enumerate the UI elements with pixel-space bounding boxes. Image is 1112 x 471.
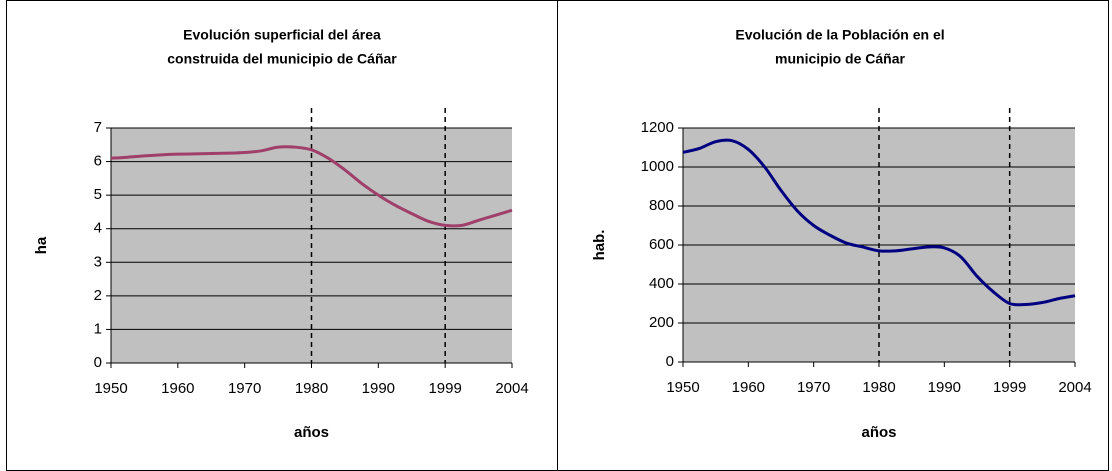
- chart-title: municipio de Cáñar: [775, 51, 905, 67]
- series-line: [682, 138, 1076, 307]
- y-tick-label: 3: [94, 253, 102, 270]
- y-axis-label: hab.: [591, 230, 608, 261]
- x-tick-label: 1970: [797, 379, 830, 396]
- y-tick-label: 800: [649, 197, 674, 214]
- x-axis-label: años: [861, 424, 896, 441]
- x-tick-label: 1990: [928, 379, 961, 396]
- chart-title: Evolución superficial del área: [183, 27, 381, 43]
- x-axis-label: años: [294, 424, 329, 441]
- y-tick-label: 0: [666, 353, 674, 370]
- y-tick-label: 400: [649, 275, 674, 292]
- y-tick-label: 7: [94, 119, 102, 136]
- x-tick-label: 1999: [993, 379, 1026, 396]
- chart-title: construida del municipio de Cáñar: [167, 51, 397, 67]
- x-tick-label: 2004: [495, 380, 528, 397]
- y-tick-label: 6: [94, 153, 102, 170]
- chart-title: Evolución de la Población en el: [735, 27, 944, 43]
- y-tick-label: 0: [94, 354, 102, 371]
- series-line: [110, 145, 513, 228]
- x-tick-label: 1990: [362, 380, 395, 397]
- y-tick-label: 1000: [641, 158, 674, 175]
- x-tick-label: 1980: [295, 380, 328, 397]
- x-tick-label: 1999: [428, 380, 461, 397]
- y-tick-label: 200: [649, 314, 674, 331]
- y-tick-label: 1200: [641, 119, 674, 136]
- x-tick-label: 1960: [732, 379, 765, 396]
- x-tick-label: 1950: [666, 379, 699, 396]
- y-tick-label: 600: [649, 236, 674, 253]
- x-tick-label: 1980: [862, 379, 895, 396]
- y-tick-label: 4: [94, 220, 102, 237]
- y-tick-label: 1: [94, 320, 102, 337]
- x-tick-label: 2004: [1058, 379, 1091, 396]
- x-tick-label: 1960: [161, 380, 194, 397]
- y-tick-label: 5: [94, 186, 102, 203]
- x-tick-label: 1950: [94, 380, 127, 397]
- y-axis-label: ha: [33, 236, 50, 254]
- x-tick-label: 1970: [228, 380, 261, 397]
- y-tick-label: 2: [94, 287, 102, 304]
